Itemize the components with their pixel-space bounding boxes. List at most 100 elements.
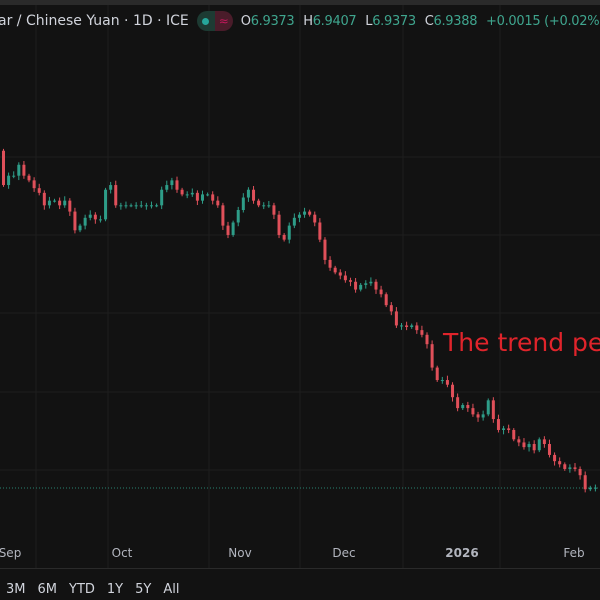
candle-body: [338, 272, 342, 276]
candle-body: [374, 281, 378, 290]
candle-body: [139, 205, 143, 207]
candle-body: [78, 225, 82, 231]
candle-body: [22, 164, 26, 176]
candle-body: [93, 214, 97, 220]
range-button-6m[interactable]: 6M: [37, 582, 58, 597]
candle-body: [109, 185, 113, 190]
candle-body: [53, 200, 57, 202]
candle-body: [216, 200, 220, 206]
candle-body: [359, 284, 363, 290]
candle-body: [517, 439, 521, 443]
range-button-5y[interactable]: 5Y: [135, 582, 152, 597]
change-value: +0.0015 (+0.02%): [486, 13, 600, 29]
candle-body: [68, 200, 72, 212]
candle-body: [12, 175, 16, 177]
candlestick-chart[interactable]: [0, 0, 600, 568]
candle-body: [252, 189, 256, 201]
candle-body: [451, 384, 455, 398]
candle-body: [134, 205, 138, 207]
candle-body: [394, 311, 398, 326]
top-toolbar-strip: [0, 0, 600, 5]
candle-body: [328, 259, 332, 268]
candle-body: [573, 467, 577, 469]
candle-body: [287, 225, 291, 240]
status-badge[interactable]: ≈: [196, 11, 233, 31]
candle-body: [201, 194, 204, 201]
candle-body: [226, 225, 230, 235]
range-button-3m[interactable]: 3M: [6, 582, 26, 597]
candle-body: [542, 439, 546, 445]
open-label: O: [240, 13, 251, 29]
candle-body: [420, 330, 424, 335]
candle-body: [73, 211, 77, 231]
range-button-ytd[interactable]: YTD: [69, 582, 95, 597]
candle-body: [333, 267, 337, 273]
candle-body: [547, 444, 551, 455]
candle-body: [405, 325, 409, 328]
candle-body: [144, 205, 148, 207]
high-label: H: [303, 13, 313, 29]
candle-body: [466, 405, 470, 409]
candle-body: [568, 467, 572, 469]
candle-body: [440, 380, 444, 382]
candle-body: [415, 325, 419, 331]
candle-body: [537, 439, 541, 451]
candle-body: [318, 222, 322, 240]
candle-body: [246, 189, 250, 198]
candle-body: [88, 214, 92, 218]
candle-body: [308, 211, 312, 215]
candle-body: [206, 194, 210, 196]
legend-header: ar / Chinese Yuan · 1D · ICE ≈ O6.9373 H…: [0, 10, 600, 32]
chart-annotation-text[interactable]: The trend pe: [443, 328, 600, 357]
candle-body: [241, 197, 245, 211]
x-tick-label: 2026: [445, 546, 479, 560]
candle-body: [236, 210, 240, 223]
candle-body: [410, 325, 414, 328]
symbol-title[interactable]: ar / Chinese Yuan · 1D · ICE: [0, 13, 189, 29]
candle-body: [389, 305, 393, 312]
candle-body: [211, 194, 215, 201]
candle-body: [512, 429, 516, 440]
candle-body: [522, 442, 526, 448]
high-value: 6.9407: [312, 13, 357, 29]
candle-body: [481, 414, 485, 418]
candle-body: [364, 283, 368, 285]
candle-body: [502, 428, 506, 430]
candle-body: [343, 275, 347, 281]
candle-body: [175, 180, 179, 190]
candle-body: [277, 214, 281, 235]
candle-body: [149, 205, 153, 207]
candle-body: [471, 408, 475, 415]
candle-body: [124, 205, 128, 207]
candle-body: [42, 192, 46, 206]
candle-body: [292, 217, 296, 226]
candle-body: [348, 280, 352, 282]
close-value: 6.9388: [433, 13, 478, 29]
x-tick-label: Oct: [111, 546, 133, 560]
x-tick-label: Nov: [228, 546, 252, 560]
candle-body: [180, 189, 184, 195]
candle-body: [32, 180, 36, 189]
low-value: 6.9373: [372, 13, 416, 29]
candle-body: [7, 175, 11, 186]
candle-body: [400, 325, 403, 327]
candle-body: [17, 164, 21, 176]
open-value: 6.9373: [250, 13, 295, 29]
candle-body: [491, 400, 495, 420]
candle-body: [272, 205, 276, 215]
x-tick-label: Dec: [332, 546, 356, 560]
candle-body: [231, 222, 235, 235]
ohlc-values: O6.9373 H6.9407 L6.9373 C6.9388 +0.0015 …: [241, 14, 600, 29]
candle-body: [435, 367, 439, 381]
candle-body: [104, 189, 108, 220]
candle-body: [282, 234, 286, 240]
candle-body: [297, 214, 301, 218]
candle-body: [129, 205, 133, 207]
candle-body: [578, 468, 582, 476]
candle-body: [221, 205, 225, 226]
range-button-1y[interactable]: 1Y: [106, 582, 124, 597]
candle-body: [532, 444, 536, 451]
candle-body: [379, 289, 383, 295]
range-button-all[interactable]: All: [163, 582, 180, 597]
candle-body: [496, 419, 500, 430]
